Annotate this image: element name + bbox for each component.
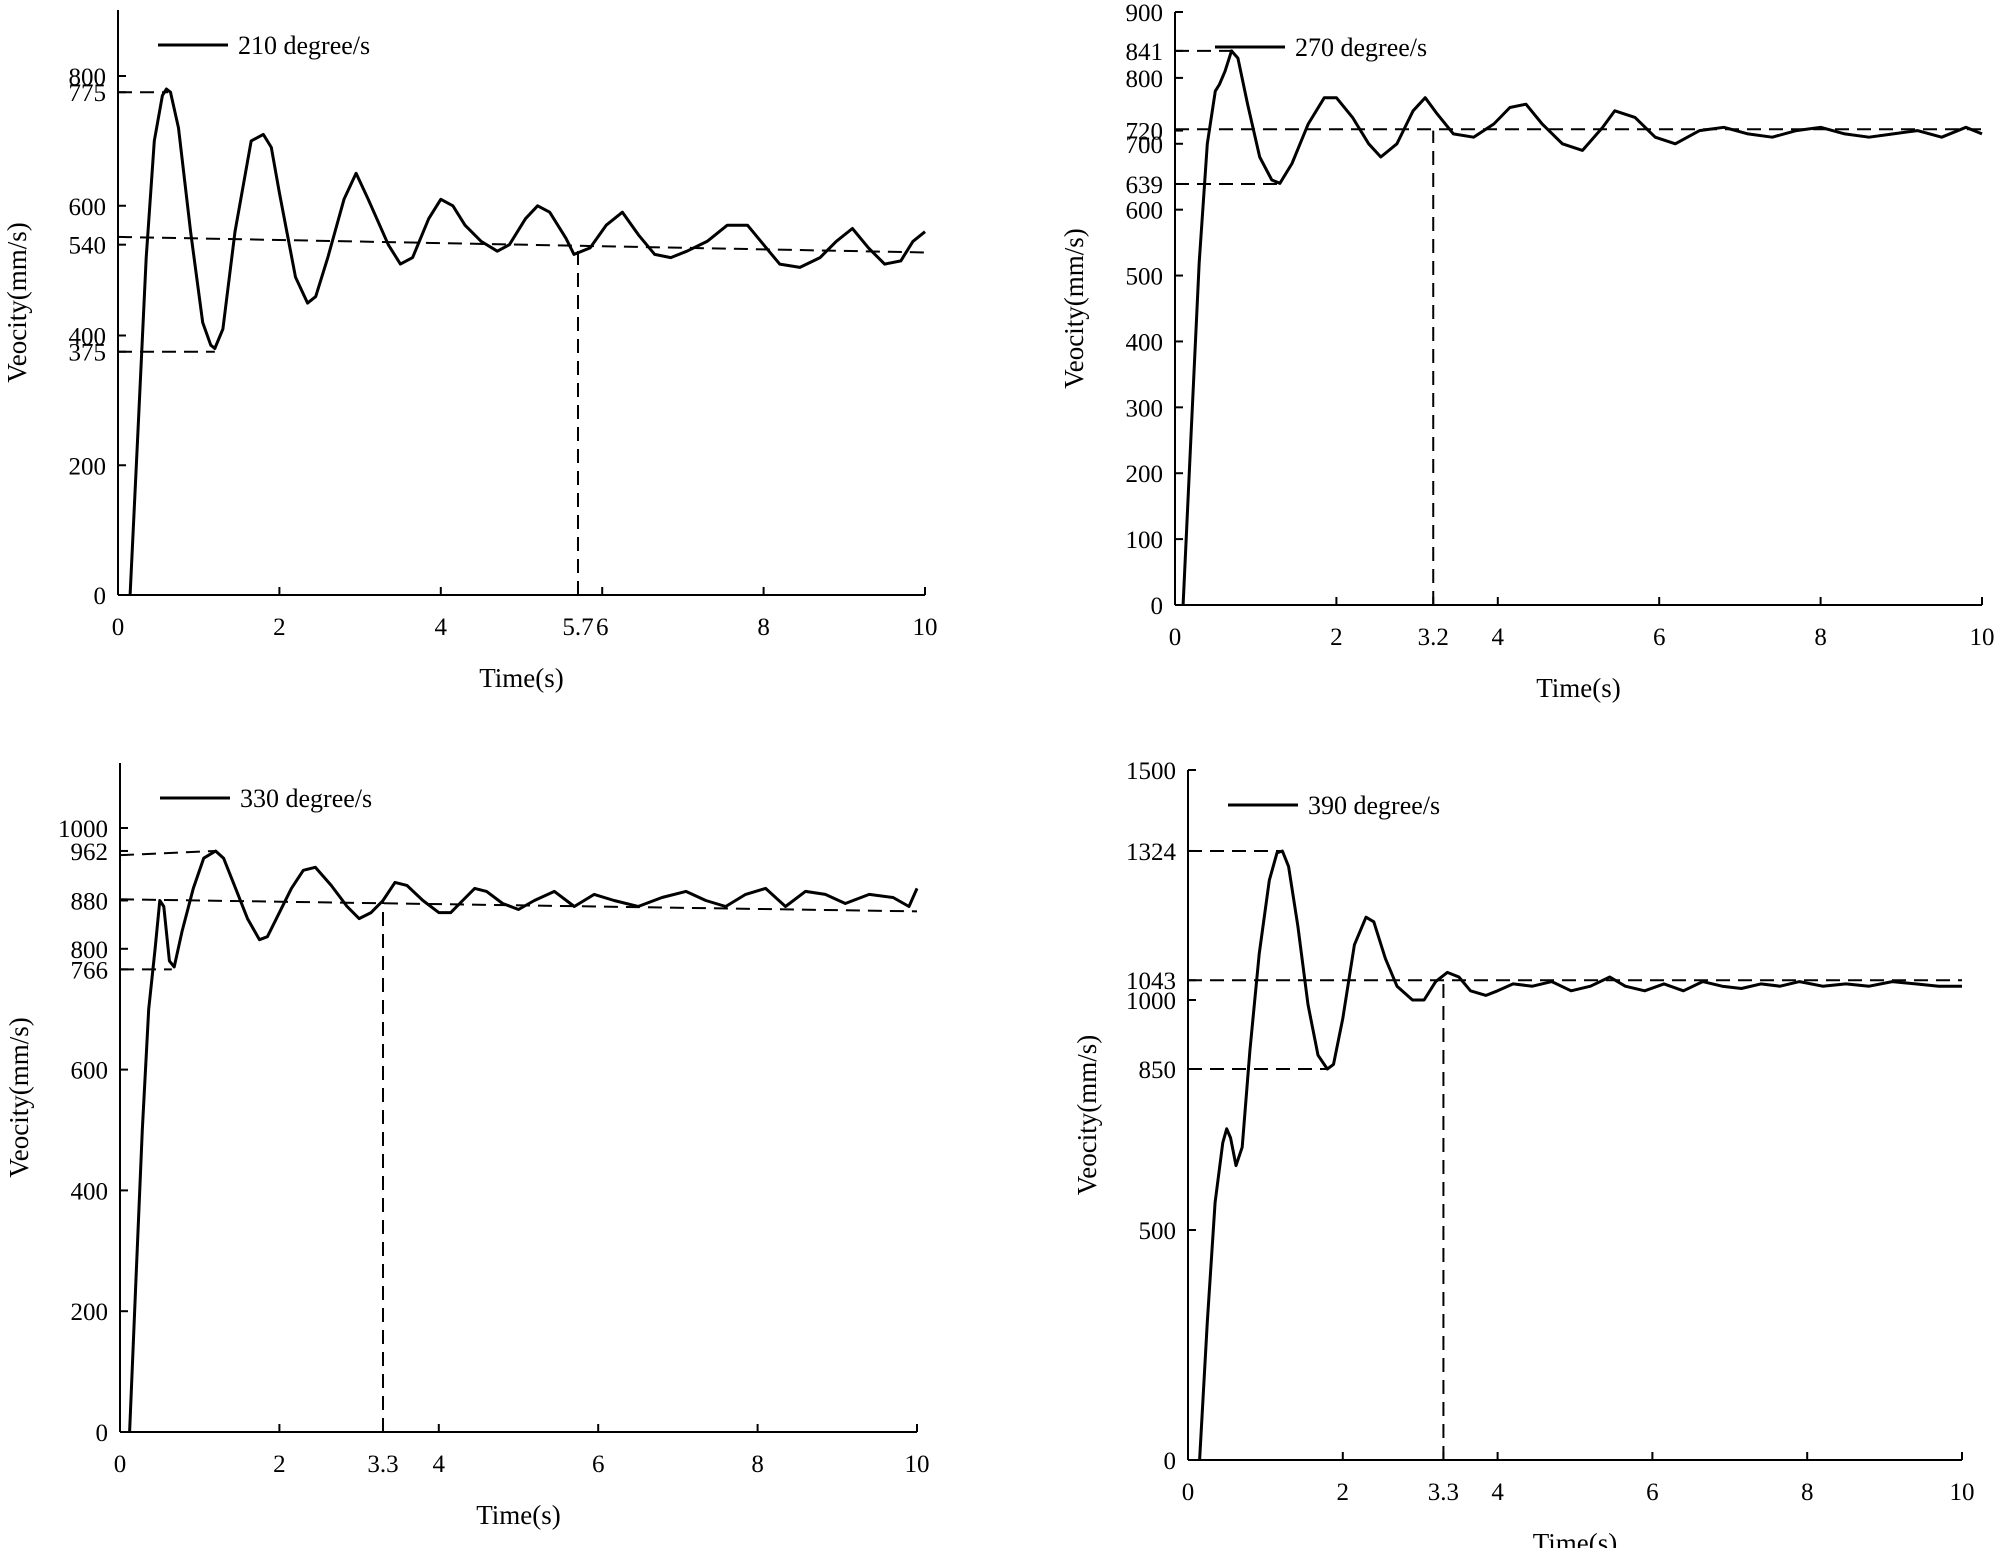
y-tick-label: 600 (71, 1058, 109, 1085)
x-axis-label: Time(s) (476, 1500, 561, 1530)
x-tick-label: 10 (905, 1451, 930, 1478)
y-tick-label: 962 (71, 839, 109, 866)
series-line (128, 87, 926, 596)
y-tick-label: 0 (94, 583, 107, 610)
y-tick-label: 775 (69, 80, 107, 107)
y-tick-label: 200 (69, 453, 107, 480)
x-tick-label: 0 (112, 614, 125, 641)
y-tick-label: 639 (1126, 172, 1164, 199)
x-tick-label: 4 (433, 1451, 446, 1478)
y-tick-label: 1000 (1126, 988, 1176, 1015)
reference-dashed-line (119, 849, 216, 857)
y-tick-label: 375 (69, 340, 107, 367)
y-tick-label: 900 (1126, 0, 1164, 27)
x-tick-label: 2 (1337, 1479, 1350, 1506)
y-tick-label: 0 (96, 1420, 109, 1447)
y-tick-label: 800 (1126, 66, 1164, 93)
x-tick-label: 8 (757, 614, 770, 641)
x-tick-label: 3.3 (1428, 1479, 1459, 1506)
y-tick-label: 300 (1126, 395, 1164, 422)
x-tick-label: 4 (1491, 1479, 1504, 1506)
y-axis-label: Veocity(mm/s) (1059, 228, 1089, 388)
y-tick-label: 500 (1126, 264, 1164, 291)
x-tick-label: 4 (435, 614, 448, 641)
x-tick-label: 8 (1801, 1479, 1814, 1506)
x-tick-label: 6 (592, 1451, 605, 1478)
y-tick-label: 1500 (1126, 758, 1176, 785)
x-tick-label: 5.7 (562, 614, 593, 641)
y-tick-label: 400 (71, 1178, 109, 1205)
x-tick-label: 3.3 (367, 1451, 398, 1478)
series-line (128, 849, 919, 1433)
y-tick-label: 0 (1151, 593, 1164, 620)
y-tick-label: 800 (71, 937, 109, 964)
y-tick-label: 841 (1126, 39, 1164, 66)
legend-label: 330 degree/s (240, 784, 372, 813)
y-axis-label: Veocity(mm/s) (2, 222, 32, 382)
y-tick-label: 700 (1126, 132, 1164, 159)
legend-label: 270 degree/s (1295, 33, 1427, 62)
x-tick-label: 0 (1169, 624, 1182, 651)
x-tick-label: 0 (1182, 1479, 1195, 1506)
y-tick-label: 800 (69, 64, 107, 91)
y-tick-label: 850 (1139, 1057, 1177, 1084)
y-tick-label: 500 (1139, 1218, 1177, 1245)
y-tick-label: 1324 (1126, 839, 1177, 866)
chart-270-degree: 0 2 3.2 4 6 8 10010020030040050060063970072080… (1059, 0, 1995, 703)
y-axis-label: Veocity(mm/s) (1072, 1035, 1102, 1195)
x-tick-label: 2 (273, 614, 286, 641)
x-tick-label: 4 (1492, 624, 1505, 651)
x-tick-label: 8 (751, 1451, 764, 1478)
y-tick-label: 600 (69, 194, 107, 221)
series-line (1181, 49, 1983, 606)
x-tick-label: 10 (913, 614, 938, 641)
series-line (1198, 849, 1962, 1461)
x-tick-label: 6 (1646, 1479, 1659, 1506)
x-axis-label: Time(s) (479, 663, 564, 693)
x-tick-label: 3.2 (1418, 624, 1449, 651)
x-tick-label: 2 (1330, 624, 1343, 651)
x-tick-label: 6 (596, 614, 609, 641)
y-tick-label: 766 (71, 957, 109, 984)
y-tick-label: 0 (1164, 1448, 1177, 1475)
reference-dashed-line (119, 898, 918, 913)
x-tick-label: 10 (1970, 624, 1995, 651)
y-tick-label: 1000 (58, 816, 108, 843)
y-tick-label: 720 (1126, 119, 1164, 146)
y-tick-label: 400 (1126, 329, 1164, 356)
x-tick-label: 0 (114, 1451, 127, 1478)
y-tick-label: 1043 (1126, 968, 1176, 995)
legend-label: 210 degree/s (238, 31, 370, 60)
x-tick-label: 8 (1814, 624, 1827, 651)
x-axis-label: Time(s) (1533, 1528, 1618, 1548)
y-tick-label: 400 (69, 324, 107, 351)
y-axis-label: Veocity(mm/s) (4, 1017, 34, 1177)
y-tick-label: 540 (69, 233, 107, 260)
y-tick-label: 200 (71, 1299, 109, 1326)
x-tick-label: 2 (273, 1451, 286, 1478)
x-tick-label: 10 (1950, 1479, 1975, 1506)
y-tick-label: 200 (1126, 461, 1164, 488)
legend-label: 390 degree/s (1308, 791, 1440, 820)
y-tick-label: 600 (1126, 198, 1164, 225)
y-tick-label: 100 (1126, 527, 1164, 554)
x-tick-label: 6 (1653, 624, 1666, 651)
y-tick-label: 880 (71, 888, 109, 915)
x-axis-label: Time(s) (1536, 673, 1621, 703)
reference-dashed-line (117, 235, 926, 254)
